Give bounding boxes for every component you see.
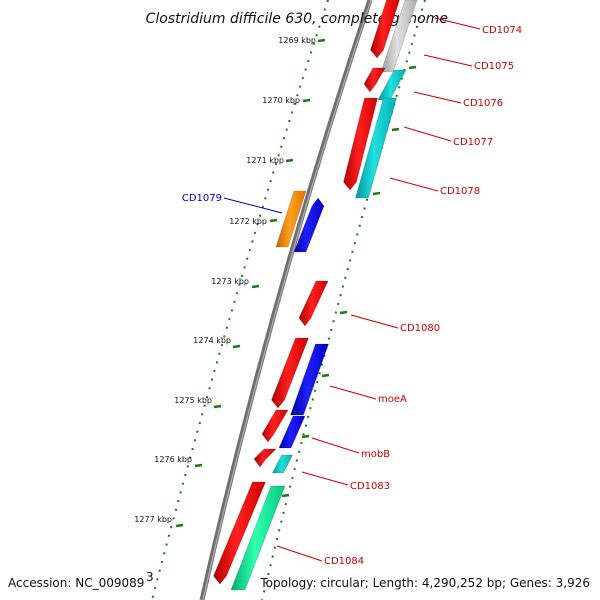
page-title: Clostridium difficile 630, complete geno… [146, 11, 448, 27]
gene-blue [278, 415, 306, 449]
kbp-label: 1273 kbp [211, 277, 249, 286]
accession-text: Accession: NC_009089 [8, 576, 144, 590]
gene-label-leader [389, 177, 439, 192]
gene-red [363, 67, 386, 93]
gene-green [230, 485, 286, 591]
topology-text: Topology: circular; Length: 4,290,252 bp… [259, 576, 590, 590]
gene-label-leader [350, 314, 399, 329]
gene-label[interactable]: moeA [378, 394, 407, 405]
kbp-track-inner [261, 0, 426, 600]
gene-label[interactable]: CD1075 [474, 61, 514, 72]
kbp-label: 1271 kbp [246, 156, 284, 165]
kbp-track-outer [151, 0, 329, 600]
gene-red [370, 0, 400, 59]
gene-label-leader [223, 197, 283, 214]
gene-label-leader [434, 17, 481, 30]
gene-label-leader [311, 437, 360, 454]
gene-label-leader [423, 54, 473, 67]
gene-labels: CD1074 CD1075 CD1076 CD1077 CD1078 CD1079 CD10… [182, 17, 522, 567]
gene-orange [275, 190, 307, 248]
kbp-label: 1270 kbp [262, 96, 300, 105]
kbp-label: 1269 kbp [278, 36, 316, 45]
gene-label-leader [403, 126, 452, 142]
gene-cyan [355, 97, 397, 199]
kbp-label: 1275 kbp [174, 396, 212, 405]
gene-red [298, 280, 329, 327]
gene-label[interactable]: CD1080 [400, 323, 440, 334]
gene-label[interactable]: CD1078 [440, 186, 480, 197]
kbp-label: 1277 kbp [134, 515, 172, 524]
accession-superscript: 3 [146, 570, 154, 584]
gene-label-leader [413, 91, 462, 104]
kbp-major-ticks [175, 38, 326, 528]
gene-blue [290, 343, 329, 416]
kbp-label: 1276 kbp [154, 455, 192, 464]
gene-label[interactable]: CD1083 [350, 481, 390, 492]
gene-label-leader [329, 385, 377, 400]
gene-label[interactable]: mobB [361, 449, 390, 460]
gene-features [213, 0, 418, 591]
gene-label[interactable]: CD1084 [324, 556, 364, 567]
genome-backbone-highlight [202, 0, 372, 600]
kbp-label: 1274 kbp [193, 336, 231, 345]
gene-red [213, 481, 266, 585]
kbp-labels: 1269 kbp 1270 kbp 1271 kbp 1272 kbp 1273 kbp… [134, 36, 316, 524]
gene-label[interactable]: CD1077 [453, 137, 493, 148]
gene-blue [293, 197, 325, 253]
gene-label-leader [276, 545, 323, 562]
inner-track-ticks [281, 65, 417, 498]
gene-label-leader [301, 471, 349, 486]
gene-cyan [272, 454, 293, 474]
gene-label[interactable]: CD1079 [182, 193, 222, 204]
gene-cyan [377, 69, 407, 101]
gene-red [253, 448, 277, 468]
gene-label[interactable]: CD1076 [463, 98, 503, 109]
gene-red [343, 97, 378, 191]
genome-backbone [199, 0, 373, 600]
gene-red [261, 409, 289, 443]
kbp-label: 1272 kbp [229, 217, 267, 226]
gene-label[interactable]: CD1074 [482, 25, 522, 36]
gene-red [271, 337, 309, 409]
